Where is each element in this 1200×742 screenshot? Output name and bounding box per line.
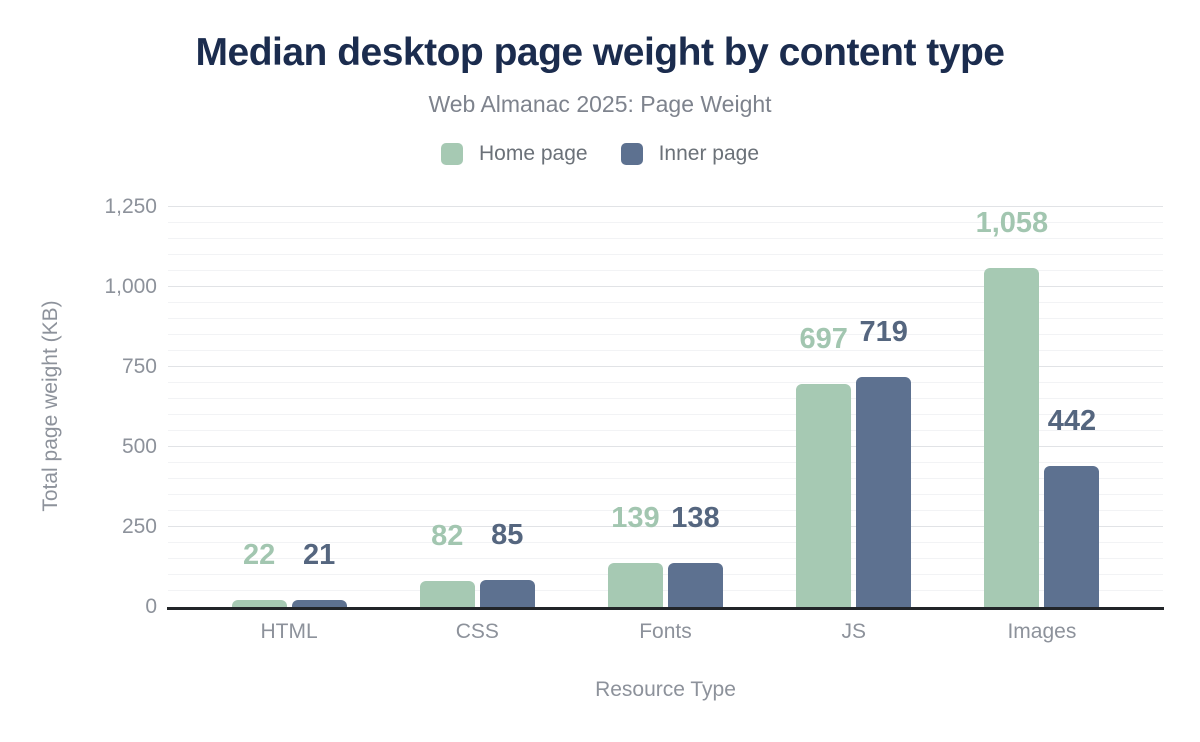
gridline-major <box>168 206 1163 207</box>
bar-home-page-html <box>231 600 287 607</box>
category-label-html: HTML <box>260 620 318 643</box>
bar-inner-page-js <box>856 376 912 607</box>
bar-home-page-js <box>796 384 852 607</box>
y-tick-label: 1,000 <box>104 275 157 298</box>
value-label: 82 <box>431 519 464 552</box>
bar-slot: 21 <box>291 541 347 607</box>
gridline-minor <box>168 318 1163 319</box>
bar-home-page-fonts <box>608 562 663 607</box>
bar-slot: 85 <box>479 520 535 607</box>
gridline-minor <box>168 222 1163 223</box>
gridline-major <box>168 366 1163 367</box>
gridline-major <box>168 446 1163 447</box>
y-tick-label: 750 <box>121 355 157 378</box>
legend-label: Home page <box>479 142 588 165</box>
gridline-major <box>168 526 1163 527</box>
bar-slot: 442 <box>1044 406 1100 607</box>
legend-label: Inner page <box>658 142 759 165</box>
gridline-minor <box>168 238 1163 239</box>
value-label: 22 <box>242 539 276 571</box>
y-tick-label: 250 <box>121 515 157 538</box>
value-label: 697 <box>799 323 848 355</box>
bar-inner-page-images <box>1044 465 1100 607</box>
legend-swatch-icon <box>620 143 643 165</box>
bar-group-css: 82 85 <box>383 520 571 607</box>
bar-groups: 22 21 82 85 139 138 697 719 1,058 442 <box>195 207 1136 607</box>
x-axis-title: Resource Type <box>595 678 736 701</box>
y-tick-label: 0 <box>145 595 157 618</box>
value-label: 1,058 <box>975 207 1049 240</box>
bar-group-fonts: 139 138 <box>571 503 759 607</box>
bar-slot: 82 <box>419 521 475 607</box>
gridline-minor <box>168 462 1163 463</box>
gridline-minor <box>168 302 1163 303</box>
category-label-js: JS <box>841 620 866 643</box>
y-axis-title: Total page weight (KB) <box>39 300 62 512</box>
value-label: 85 <box>491 518 524 551</box>
gridline-minor <box>168 270 1163 271</box>
chart-title: Median desktop page weight by content ty… <box>195 31 1005 74</box>
legend-item-inner-page: Inner page <box>620 142 759 166</box>
y-tick-label: 1,250 <box>104 195 157 218</box>
value-label: 138 <box>671 501 720 534</box>
gridline-minor <box>168 430 1163 431</box>
gridline-minor <box>168 558 1163 559</box>
gridline-minor <box>168 494 1163 495</box>
bar-slot: 139 <box>608 503 663 607</box>
bar-inner-page-css <box>479 579 535 607</box>
bar-inner-page-html <box>291 600 347 607</box>
value-label: 442 <box>1047 404 1097 437</box>
legend-swatch-icon <box>441 143 463 165</box>
category-label-fonts: Fonts <box>639 620 692 643</box>
legend: Home page Inner page <box>0 142 1200 166</box>
gridline-minor <box>168 542 1163 543</box>
category-label-css: CSS <box>455 620 499 643</box>
value-label: 139 <box>611 501 660 534</box>
bar-slot: 697 <box>796 325 852 607</box>
gridline-minor <box>168 254 1163 255</box>
value-label: 719 <box>859 315 908 348</box>
gridline-minor <box>168 414 1163 415</box>
category-label-images: Images <box>1007 620 1077 643</box>
bar-group-js: 697 719 <box>760 317 948 607</box>
gridline-minor <box>168 350 1163 351</box>
bar-slot: 22 <box>231 541 287 607</box>
legend-item-home-page: Home page <box>441 142 588 166</box>
gridline-minor <box>168 478 1163 479</box>
bar-home-page-css <box>419 580 475 607</box>
value-label: 21 <box>302 539 336 572</box>
bar-home-page-images <box>984 268 1040 607</box>
y-tick-label: 500 <box>121 435 157 458</box>
gridline-minor <box>168 590 1163 591</box>
bar-slot: 138 <box>668 503 723 607</box>
x-axis-line <box>167 607 1164 610</box>
gridline-minor <box>168 510 1163 511</box>
plot-area: 0 250 500 750 1,000 1,250 22 21 82 85 139 138 697 719… <box>104 195 1164 618</box>
gridline-minor <box>168 574 1163 575</box>
chart-subtitle: Web Almanac 2025: Page Weight <box>428 91 772 117</box>
gridline-major <box>168 286 1163 287</box>
bar-group-html: 22 21 <box>195 541 383 607</box>
bar-slot: 1,058 <box>976 209 1048 607</box>
bar-slot: 719 <box>856 317 912 607</box>
gridline-minor <box>168 334 1163 335</box>
gridline-minor <box>168 382 1163 383</box>
bar-inner-page-fonts <box>668 562 723 607</box>
bar-group-images: 1,058 442 <box>948 209 1136 607</box>
x-axis-labels: HTML CSS Fonts JS Images <box>195 620 1136 644</box>
gridline-minor <box>168 398 1163 399</box>
